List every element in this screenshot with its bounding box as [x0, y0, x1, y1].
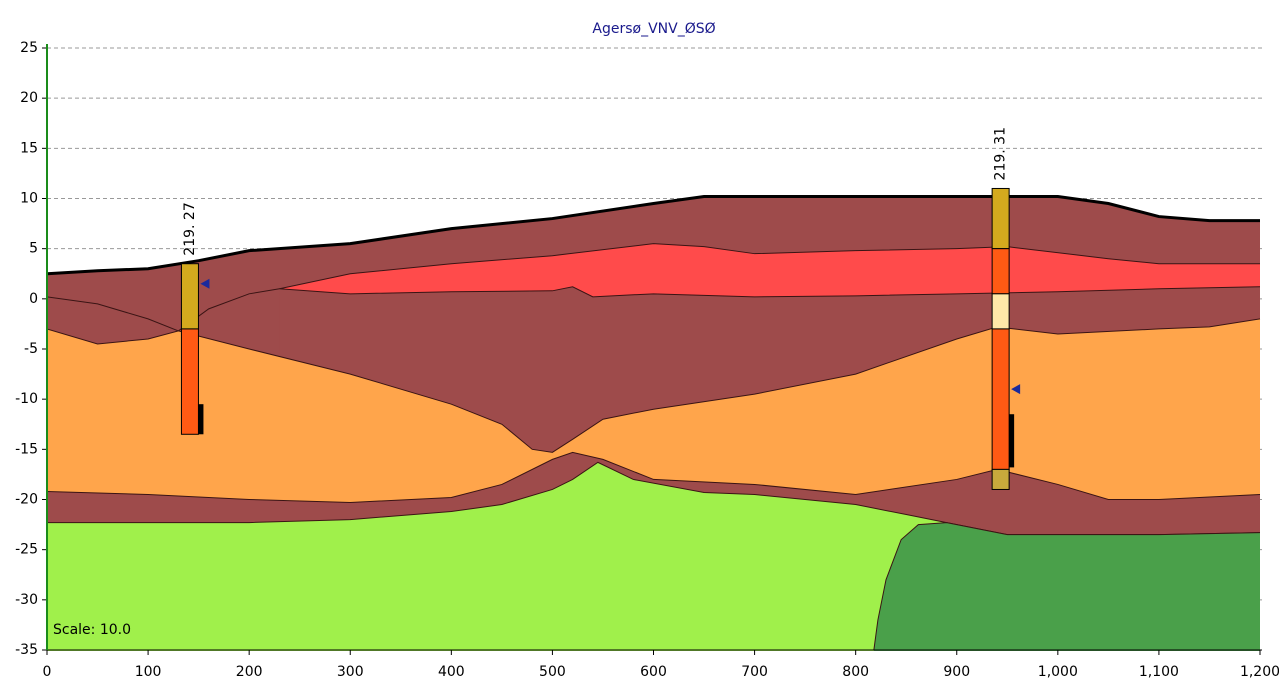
y-tick-label: 10	[20, 191, 38, 207]
y-tick-label: -10	[15, 391, 38, 407]
y-tick-label: -35	[15, 642, 38, 658]
borehole-label: 219. 27	[182, 202, 198, 255]
borehole-interval	[992, 469, 1009, 489]
x-tick-label: 0	[43, 664, 52, 680]
y-tick-label: 25	[20, 40, 38, 56]
screen	[1009, 414, 1014, 467]
annotation: Scale: 10.0	[53, 622, 131, 638]
borehole-interval	[992, 329, 1009, 469]
y-tick-label: 0	[29, 291, 38, 307]
x-tick-label: 500	[539, 664, 566, 680]
layer-fill	[874, 523, 1260, 652]
chart: Agersø_VNV_ØSØ 219. 27 219. 31 -35 -30 -25 -…	[0, 0, 1279, 686]
chart-title: Agersø_VNV_ØSØ	[592, 21, 715, 37]
borehole-interval	[181, 264, 198, 329]
borehole-label: 219. 31	[993, 127, 1009, 180]
x-tick-label: 400	[438, 664, 465, 680]
x-tick-label: 1,100	[1139, 664, 1179, 680]
y-tick-label: -5	[24, 341, 38, 357]
x-tick-label: 1,200	[1240, 664, 1279, 680]
x-tick-label: 1,000	[1038, 664, 1078, 680]
borehole-interval	[992, 188, 1009, 248]
x-tick-label: 600	[640, 664, 667, 680]
y-tick-label: -15	[15, 441, 38, 457]
y-tick-label: 15	[20, 140, 38, 156]
borehole-interval	[992, 294, 1009, 329]
screen	[198, 404, 203, 434]
x-tick-label: 900	[943, 664, 970, 680]
y-tick-label: -30	[15, 592, 38, 608]
borehole-interval	[181, 329, 198, 434]
y-tick-label: -20	[15, 492, 38, 508]
y-tick-label: 5	[29, 241, 38, 257]
borehole-interval	[992, 249, 1009, 294]
layers	[47, 196, 1260, 652]
x-tick-label: 700	[741, 664, 768, 680]
x-tick-label: 300	[337, 664, 364, 680]
x-tick-label: 100	[135, 664, 162, 680]
y-tick-label: -25	[15, 542, 38, 558]
x-tick-label: 200	[236, 664, 263, 680]
x-tick-label: 800	[842, 664, 869, 680]
y-tick-label: 20	[20, 90, 38, 106]
